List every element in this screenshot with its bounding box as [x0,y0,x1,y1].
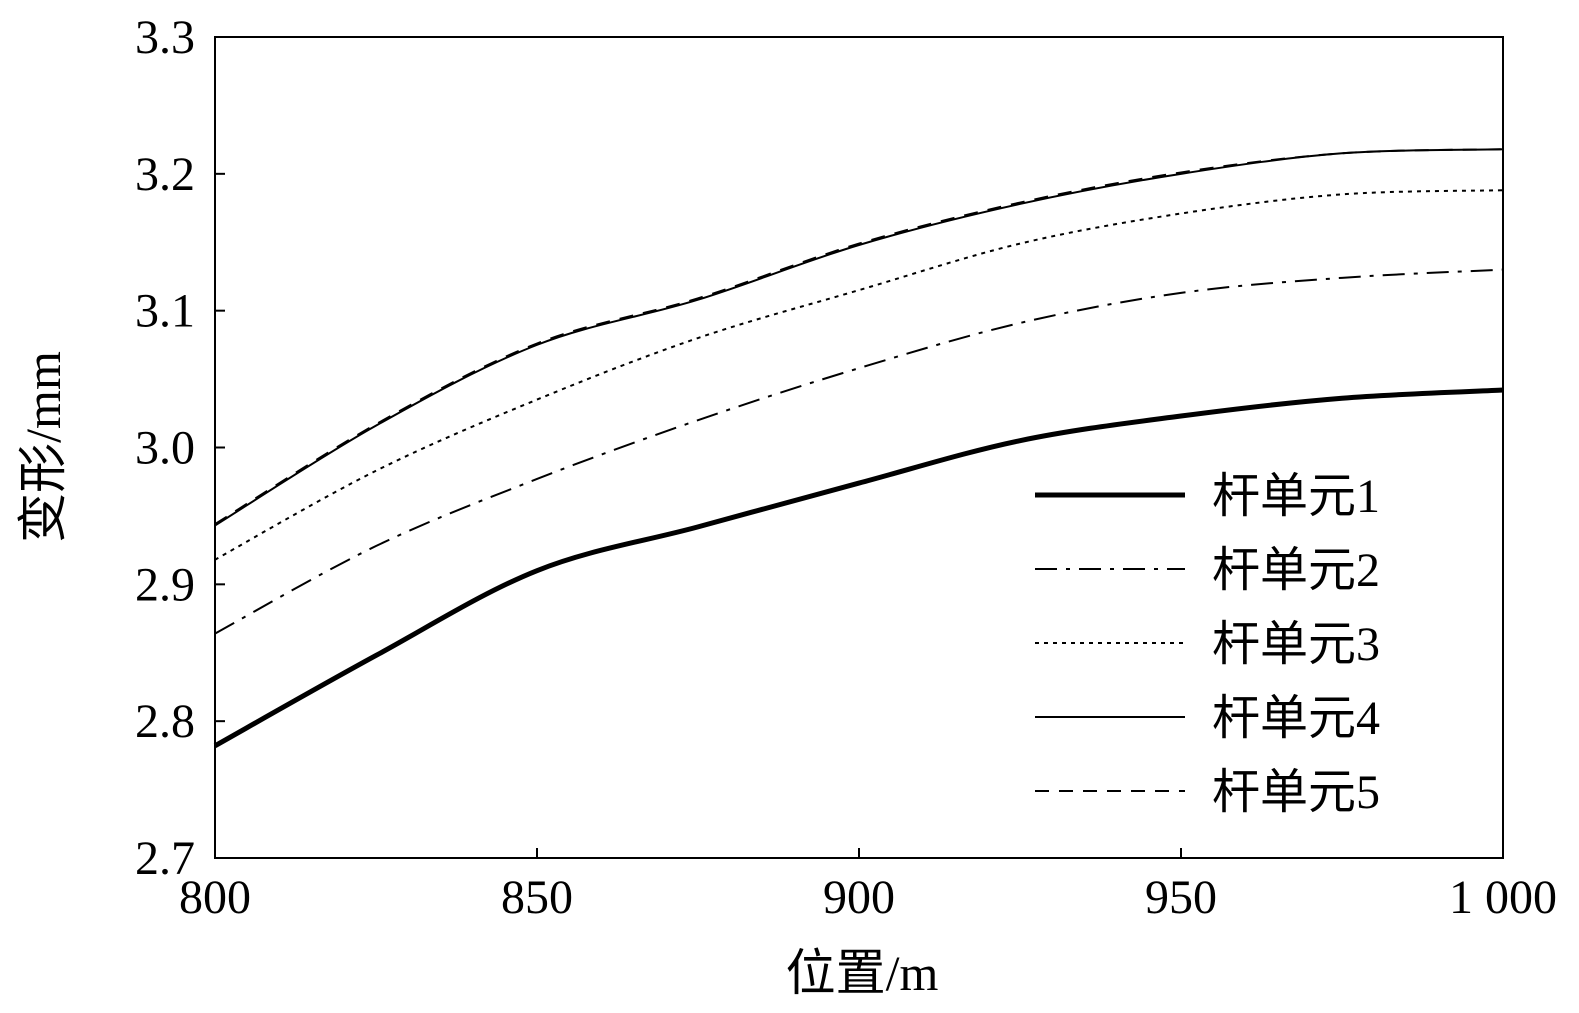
y-tick-label: 3.0 [135,422,195,475]
x-axis-label: 位置/m [786,945,939,1001]
y-tick-label: 3.3 [135,11,195,64]
legend-label-4: 杆单元4 [1212,692,1380,745]
legend-label-5: 杆单元5 [1212,766,1380,819]
y-tick-label: 3.1 [135,285,195,338]
y-tick-label: 3.2 [135,148,195,201]
y-tick-label: 2.7 [135,832,195,885]
series-line-2 [214,268,1504,635]
x-tick-label: 900 [823,871,895,924]
y-tick-label: 2.8 [135,695,195,748]
x-tick-label: 800 [179,871,251,924]
series-line-5 [214,148,1504,525]
series-line-4 [214,148,1504,527]
legend-background [1025,465,1465,835]
series-line-3 [214,189,1504,561]
legend: 杆单元1 杆单元2 杆单元3 杆单元4 杆单元5 [1025,465,1465,835]
x-tick-label: 950 [1145,871,1217,924]
x-tick-label: 850 [501,871,573,924]
legend-label-1: 杆单元1 [1212,470,1380,523]
x-tick-label: 1 000 [1449,871,1557,924]
legend-label-2: 杆单元2 [1212,544,1380,597]
y-tick-label: 2.9 [135,558,195,611]
series-line-1 [213,387,1504,748]
legend-label-3: 杆单元3 [1212,618,1380,671]
y-axis-label: 变形/mm [15,351,71,543]
